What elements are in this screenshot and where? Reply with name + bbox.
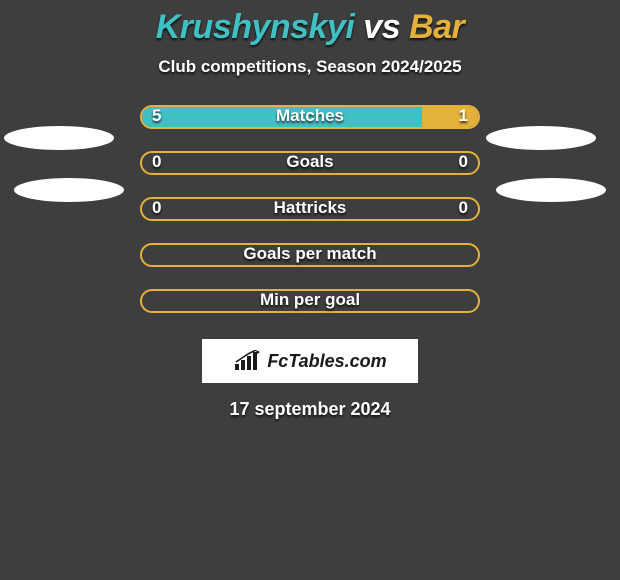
stat-bar <box>140 243 480 267</box>
comparison-card: Krushynskyi vs Bar Club competitions, Se… <box>0 0 620 580</box>
stat-row: Min per goal <box>0 289 620 335</box>
stat-bar-left <box>142 107 422 127</box>
logo: FcTables.com <box>233 350 386 372</box>
stat-value-right: 1 <box>459 106 468 126</box>
stat-bar-right <box>422 107 478 127</box>
player1-name: Krushynskyi <box>156 8 355 46</box>
page-title: Krushynskyi vs Bar <box>0 8 620 47</box>
fctables-chart-icon <box>233 350 263 372</box>
stat-bar <box>140 105 480 129</box>
stat-row: Hattricks00 <box>0 197 620 243</box>
player2-badge <box>486 126 596 150</box>
stat-value-left: 0 <box>152 198 161 218</box>
stat-bar <box>140 197 480 221</box>
logo-text: FcTables.com <box>267 351 386 372</box>
player2-badge <box>496 178 606 202</box>
player1-badge <box>14 178 124 202</box>
player2-name: Bar <box>409 8 464 46</box>
stat-value-right: 0 <box>459 198 468 218</box>
logo-box: FcTables.com <box>202 339 418 383</box>
stat-value-right: 0 <box>459 152 468 172</box>
vs-text: vs <box>363 8 400 46</box>
stat-row: Goals per match <box>0 243 620 289</box>
stat-bar <box>140 289 480 313</box>
subtitle: Club competitions, Season 2024/2025 <box>0 57 620 77</box>
date: 17 september 2024 <box>0 399 620 420</box>
stat-value-left: 0 <box>152 152 161 172</box>
player1-badge <box>4 126 114 150</box>
stat-value-left: 5 <box>152 106 161 126</box>
stat-bar <box>140 151 480 175</box>
